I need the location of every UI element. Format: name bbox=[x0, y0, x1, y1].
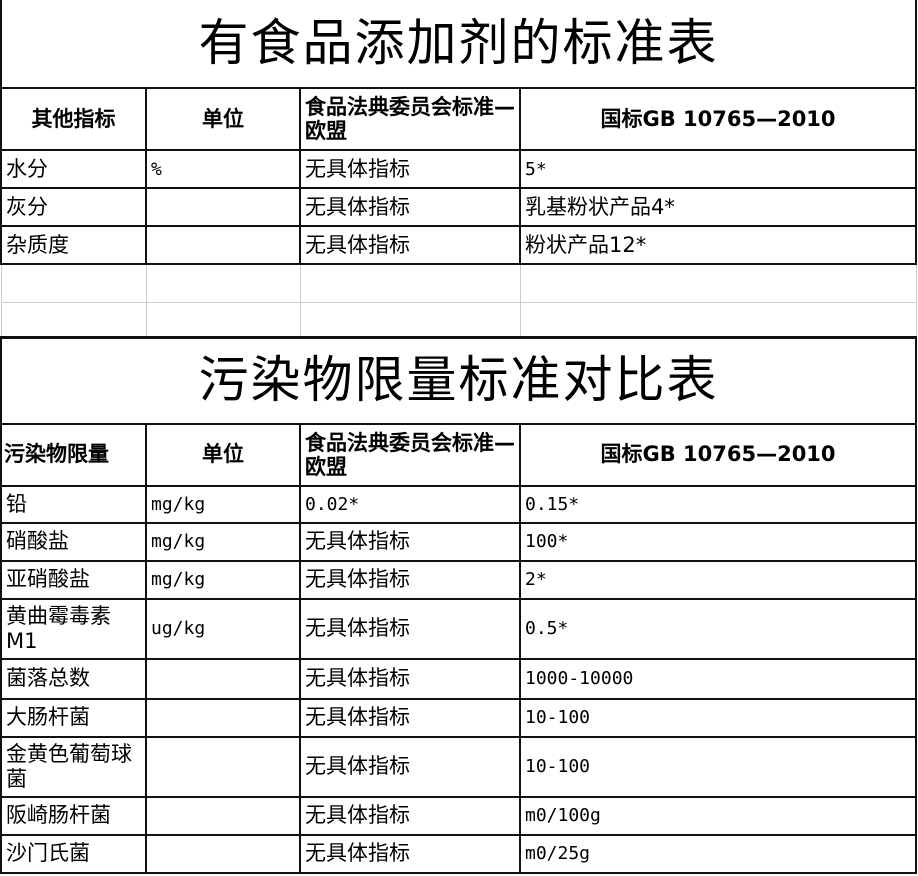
table-row: 硝酸盐 mg/kg 无具体指标 100* bbox=[0, 521, 917, 562]
table-cell[interactable]: mg/kg bbox=[145, 559, 301, 600]
table-cell[interactable] bbox=[145, 187, 301, 227]
table-row: 杂质度 无具体指标 粉状产品12* bbox=[0, 225, 917, 265]
table-cell[interactable]: mg/kg bbox=[145, 521, 301, 562]
table-cell[interactable]: 无具体指标 bbox=[299, 225, 521, 265]
table-cell[interactable]: 硝酸盐 bbox=[0, 521, 147, 562]
empty-cell[interactable] bbox=[519, 263, 917, 303]
table-cell[interactable]: 粉状产品12* bbox=[519, 225, 917, 265]
table-cell[interactable] bbox=[145, 657, 301, 700]
table-cell[interactable]: mg/kg bbox=[145, 484, 301, 524]
empty-cell[interactable] bbox=[519, 301, 917, 337]
table-row: 阪崎肠杆菌 无具体指标 m0/100g bbox=[0, 795, 917, 836]
header-cell[interactable]: 单位 bbox=[145, 87, 301, 151]
table-cell[interactable]: 1000-10000 bbox=[519, 657, 917, 700]
table-cell[interactable]: 无具体指标 bbox=[299, 597, 521, 660]
table-cell[interactable]: 杂质度 bbox=[0, 225, 147, 265]
table-cell[interactable] bbox=[145, 697, 301, 738]
table-cell[interactable]: 0.5* bbox=[519, 597, 917, 660]
table-cell[interactable]: 水分 bbox=[0, 149, 147, 189]
table-cell[interactable]: 无具体指标 bbox=[299, 657, 521, 700]
header-cell[interactable]: 单位 bbox=[145, 422, 301, 487]
table-cell[interactable] bbox=[145, 833, 301, 874]
table-cell[interactable]: % bbox=[145, 149, 301, 189]
table-row: 大肠杆菌 无具体指标 10-100 bbox=[0, 697, 917, 738]
table-cell[interactable]: 无具体指标 bbox=[299, 833, 521, 874]
table-cell[interactable]: 无具体指标 bbox=[299, 697, 521, 738]
table-cell[interactable]: 金黄色葡萄球菌 bbox=[0, 735, 147, 798]
header-cell[interactable]: 食品法典委员会标准—欧盟 bbox=[299, 87, 521, 151]
table-cell[interactable]: 乳基粉状产品4* bbox=[519, 187, 917, 227]
table-cell[interactable]: 铅 bbox=[0, 484, 147, 524]
table-cell[interactable] bbox=[145, 795, 301, 836]
table-cell[interactable]: 无具体指标 bbox=[299, 559, 521, 600]
table-title: 污染物限量标准对比表 bbox=[0, 337, 917, 425]
table-cell[interactable]: 2* bbox=[519, 559, 917, 600]
table-cell[interactable]: 5* bbox=[519, 149, 917, 189]
table-cell[interactable]: 菌落总数 bbox=[0, 657, 147, 700]
table-row: 黄曲霉毒素M1 ug/kg 无具体指标 0.5* bbox=[0, 597, 917, 660]
table-row: 菌落总数 无具体指标 1000-10000 bbox=[0, 657, 917, 700]
header-row: 污染物限量 单位 食品法典委员会标准—欧盟 国标GB 10765—2010 bbox=[0, 422, 917, 487]
header-row: 其他指标 单位 食品法典委员会标准—欧盟 国标GB 10765—2010 bbox=[0, 87, 917, 151]
table-cell[interactable]: 0.02* bbox=[299, 484, 521, 524]
table-row: 亚硝酸盐 mg/kg 无具体指标 2* bbox=[0, 559, 917, 600]
empty-cell[interactable] bbox=[0, 301, 147, 337]
table-row: 沙门氏菌 无具体指标 m0/25g bbox=[0, 833, 917, 874]
table-cell[interactable]: 无具体指标 bbox=[299, 735, 521, 798]
table-row: 灰分 无具体指标 乳基粉状产品4* bbox=[0, 187, 917, 227]
table-cell[interactable]: 0.15* bbox=[519, 484, 917, 524]
table-cell[interactable]: 10-100 bbox=[519, 697, 917, 738]
table-cell[interactable]: 大肠杆菌 bbox=[0, 697, 147, 738]
header-cell[interactable]: 污染物限量 bbox=[0, 422, 147, 487]
table-cell[interactable]: 无具体指标 bbox=[299, 521, 521, 562]
table-cell[interactable]: 10-100 bbox=[519, 735, 917, 798]
table-cell[interactable]: 无具体指标 bbox=[299, 187, 521, 227]
table-cell[interactable]: ug/kg bbox=[145, 597, 301, 660]
empty-cell[interactable] bbox=[145, 301, 301, 337]
table-cell[interactable] bbox=[145, 225, 301, 265]
header-cell[interactable]: 国标GB 10765—2010 bbox=[519, 422, 917, 487]
empty-cell[interactable] bbox=[0, 263, 147, 303]
table-cell[interactable]: 亚硝酸盐 bbox=[0, 559, 147, 600]
table-cell[interactable]: 100* bbox=[519, 521, 917, 562]
table-cell[interactable] bbox=[145, 735, 301, 798]
header-cell[interactable]: 食品法典委员会标准—欧盟 bbox=[299, 422, 521, 487]
empty-cell[interactable] bbox=[145, 263, 301, 303]
table-title: 有食品添加剂的标准表 bbox=[0, 0, 917, 89]
header-cell[interactable]: 国标GB 10765—2010 bbox=[519, 87, 917, 151]
header-cell[interactable]: 其他指标 bbox=[0, 87, 147, 151]
table-row: 铅 mg/kg 0.02* 0.15* bbox=[0, 484, 917, 524]
table-cell[interactable]: 无具体指标 bbox=[299, 149, 521, 189]
table-cell[interactable]: 沙门氏菌 bbox=[0, 833, 147, 874]
table-cell[interactable]: 黄曲霉毒素M1 bbox=[0, 597, 147, 660]
empty-cell[interactable] bbox=[299, 263, 521, 303]
empty-cell[interactable] bbox=[299, 301, 521, 337]
table-cell[interactable]: m0/100g bbox=[519, 795, 917, 836]
table-row: 金黄色葡萄球菌 无具体指标 10-100 bbox=[0, 735, 917, 798]
contaminant-limits-table: 污染物限量标准对比表 污染物限量 单位 食品法典委员会标准—欧盟 国标GB 10… bbox=[0, 336, 917, 874]
table-cell[interactable]: 灰分 bbox=[0, 187, 147, 227]
food-additive-standards-table: 有食品添加剂的标准表 其他指标 单位 食品法典委员会标准—欧盟 国标GB 107… bbox=[0, 0, 917, 337]
table-row: 水分% 无具体指标 5* bbox=[0, 149, 917, 189]
table-cell[interactable]: m0/25g bbox=[519, 833, 917, 874]
table-cell[interactable]: 阪崎肠杆菌 bbox=[0, 795, 147, 836]
table-cell[interactable]: 无具体指标 bbox=[299, 795, 521, 836]
